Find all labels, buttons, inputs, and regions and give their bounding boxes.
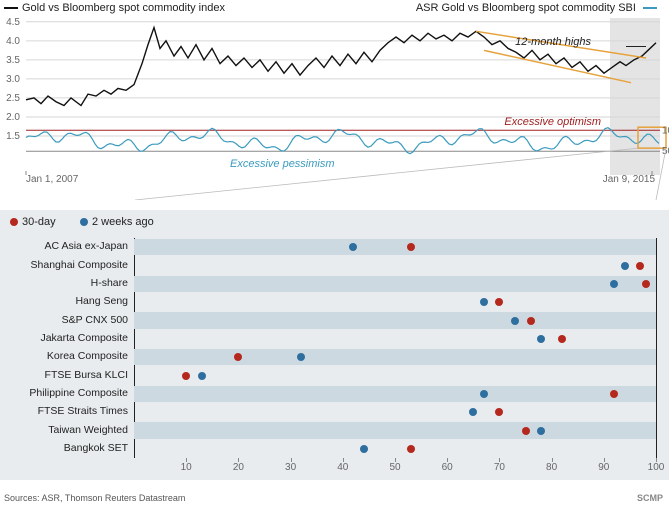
- row-label: AC Asia ex-Japan: [8, 240, 128, 252]
- x-tick-mark: [499, 458, 500, 462]
- row-stripe: [134, 349, 656, 365]
- row-label: FTSE Bursa KLCI: [8, 369, 128, 381]
- svg-text:2.0: 2.0: [6, 112, 20, 123]
- dot-d2w: [469, 408, 477, 416]
- x-tick-mark: [604, 458, 605, 462]
- plot-border: [656, 238, 657, 458]
- x-tick: 70: [489, 462, 509, 473]
- x-tick: 80: [542, 462, 562, 473]
- dot-d2w: [537, 335, 545, 343]
- x-tick: 100: [646, 462, 666, 473]
- x-tick: 90: [594, 462, 614, 473]
- row-label: Shanghai Composite: [8, 259, 128, 271]
- row-stripe: [134, 312, 656, 328]
- x-tick-mark: [186, 458, 187, 462]
- x-tick-mark: [291, 458, 292, 462]
- row-stripe: [134, 422, 656, 438]
- row-stripe: [134, 239, 656, 255]
- row-stripe: [134, 386, 656, 402]
- svg-text:3.0: 3.0: [6, 74, 20, 85]
- dot-d30: [407, 243, 415, 251]
- top-chart-svg: 1.52.02.53.03.54.04.510050: [0, 0, 669, 200]
- x-tick-mark: [552, 458, 553, 462]
- annot-pessimism: Excessive pessimism: [230, 158, 335, 170]
- x-tick: 30: [281, 462, 301, 473]
- x-tick-mark: [395, 458, 396, 462]
- row-label: Philippine Composite: [8, 387, 128, 399]
- dot-d2w: [621, 262, 629, 270]
- dot-d2w: [537, 427, 545, 435]
- dot-d30: [558, 335, 566, 343]
- row-label: Bangkok SET: [8, 442, 128, 454]
- top-chart: Gold vs Bloomberg spot commodity index A…: [0, 0, 669, 200]
- dot-d30: [527, 317, 535, 325]
- svg-text:1.5: 1.5: [6, 131, 20, 142]
- footer-source: Sources: ASR, Thomson Reuters Datastream: [4, 493, 185, 503]
- bottom-chart: 30-day 2 weeks ago AC Asia ex-JapanShang…: [0, 210, 669, 480]
- dot-d30: [407, 445, 415, 453]
- dot-d30: [182, 372, 190, 380]
- row-label: FTSE Straits Times: [8, 405, 128, 417]
- x-tick: 10: [176, 462, 196, 473]
- dot-d30: [495, 298, 503, 306]
- row-label: Korea Composite: [8, 350, 128, 362]
- dot-d2w: [198, 372, 206, 380]
- x-tick-mark: [343, 458, 344, 462]
- row-stripe: [134, 276, 656, 292]
- x-tick-mark: [238, 458, 239, 462]
- dot-d2w: [480, 390, 488, 398]
- row-label: Taiwan Weighted: [8, 424, 128, 436]
- x-tick-mark: [656, 458, 657, 462]
- row-label: S&P CNX 500: [8, 314, 128, 326]
- dot-d2w: [480, 298, 488, 306]
- dot-d30: [495, 408, 503, 416]
- dot-plot: AC Asia ex-Japan Shanghai Composite H-shar…: [0, 210, 669, 480]
- svg-text:2.5: 2.5: [6, 93, 20, 104]
- row-label: Jakarta Composite: [8, 332, 128, 344]
- annot-optimism: Excessive optimism: [504, 116, 601, 128]
- annot-12m-high: 12-month highs: [515, 36, 591, 48]
- x-tick: 50: [385, 462, 405, 473]
- row-label: H-share: [8, 277, 128, 289]
- dot-d30: [642, 280, 650, 288]
- row-label: Hang Seng: [8, 295, 128, 307]
- svg-text:4.0: 4.0: [6, 36, 20, 47]
- x-start-label: Jan 1, 2007: [26, 174, 78, 185]
- x-tick: 40: [333, 462, 353, 473]
- x-tick-mark: [447, 458, 448, 462]
- publisher-label: SCMP: [637, 493, 663, 503]
- x-tick: 60: [437, 462, 457, 473]
- svg-text:3.5: 3.5: [6, 55, 20, 66]
- dot-d30: [522, 427, 530, 435]
- svg-text:4.5: 4.5: [6, 17, 20, 28]
- svg-text:100: 100: [662, 125, 669, 136]
- x-tick: 20: [228, 462, 248, 473]
- dot-d2w: [360, 445, 368, 453]
- dot-d30: [636, 262, 644, 270]
- dot-d2w: [511, 317, 519, 325]
- x-end-label: Jan 9, 2015: [603, 174, 655, 185]
